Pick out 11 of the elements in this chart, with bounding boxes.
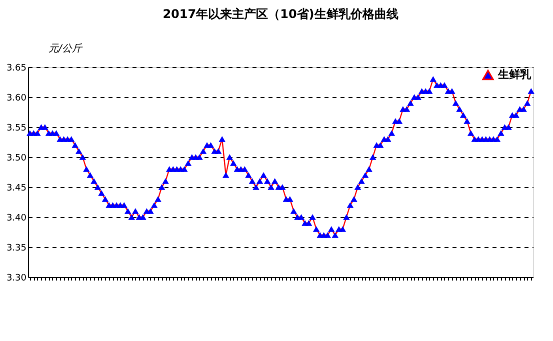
y-tick-label: 3.50: [6, 154, 27, 164]
y-tick-label: 3.65: [6, 64, 26, 74]
y-tick-label: 3.45: [6, 184, 26, 194]
y-tick-label: 3.55: [6, 124, 26, 134]
y-tick-label: 3.35: [6, 244, 26, 254]
y-tick-label: 3.40: [6, 214, 27, 224]
y-axis-title: 元/公斤: [48, 42, 83, 54]
chart-title: 2017年以来主产区（10省)生鲜乳价格曲线: [162, 7, 398, 21]
y-tick-label: 3.30: [6, 274, 27, 284]
legend-label: 生鲜乳: [497, 68, 532, 81]
y-tick-label: 3.60: [6, 94, 27, 104]
